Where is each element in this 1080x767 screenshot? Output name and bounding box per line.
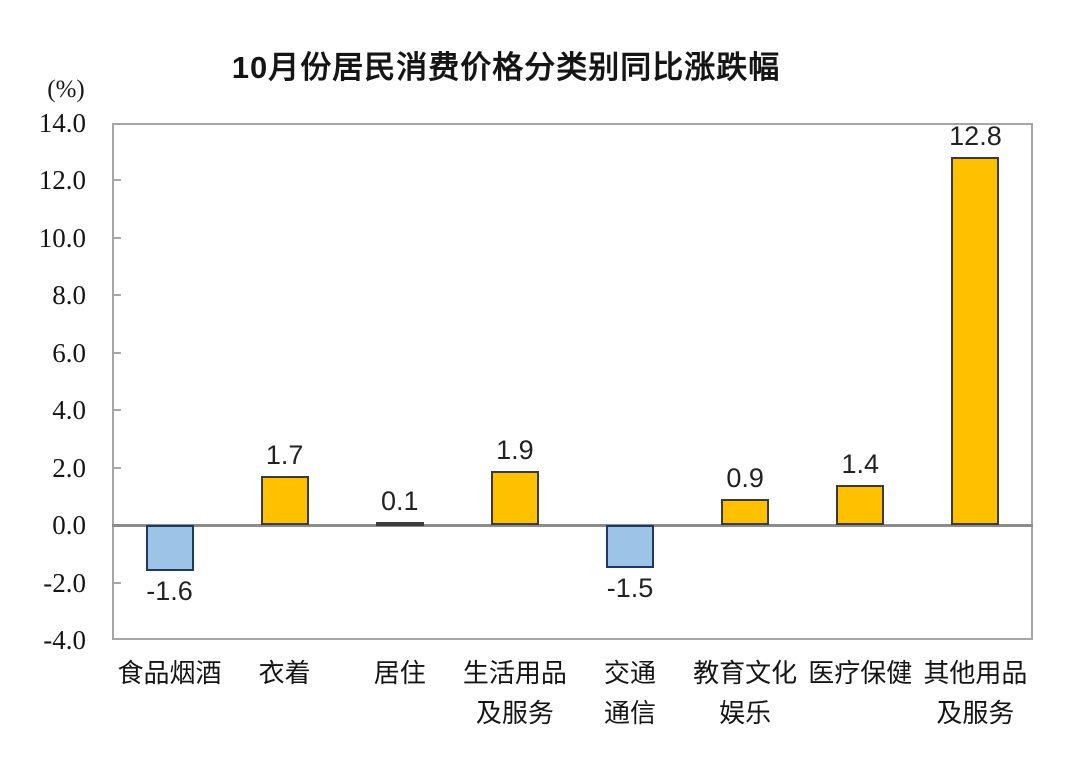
bar-value-label: 1.9 (496, 434, 534, 465)
bar-negative (145, 525, 194, 572)
y-axis-unit-label: (%) (47, 76, 85, 103)
y-axis-tick-label: 14.0 (38, 108, 86, 138)
x-axis-category-label: 食品烟酒 (117, 658, 222, 688)
bar-value-label: 12.8 (949, 121, 1002, 152)
y-axis-tick-mark (112, 581, 121, 584)
x-axis-category-label: 教育文化 娱乐 (693, 658, 798, 728)
x-axis-category-label: 交通 通信 (604, 658, 657, 728)
y-axis-tick-mark (112, 236, 121, 239)
y-axis-tick-label: -4.0 (43, 625, 86, 655)
plot-area (112, 123, 1033, 640)
y-axis-tick-label: 0.0 (52, 510, 86, 541)
x-axis-category-label: 衣着 (258, 658, 311, 688)
y-axis-tick-mark (112, 294, 121, 297)
y-axis-tick-label: 4.0 (52, 395, 86, 426)
y-axis-tick-mark (112, 179, 121, 182)
chart-title: 10月份居民消费价格分类别同比涨跌幅 (231, 50, 781, 85)
y-axis-tick-label: 10.0 (38, 222, 86, 253)
y-axis-tick-mark (112, 409, 121, 412)
bar-positive (260, 476, 309, 526)
y-axis-tick-label: 8.0 (52, 280, 86, 311)
bar-value-label: 1.4 (841, 448, 880, 479)
bar-negative (606, 525, 655, 569)
bar-positive (490, 470, 539, 526)
bar-positive (836, 484, 885, 526)
x-axis-category-label: 医疗保健 (808, 658, 913, 688)
bar-positive (721, 499, 770, 526)
x-axis-category-label: 居住 (373, 658, 426, 688)
y-axis-tick-label: 12.0 (38, 165, 86, 196)
bar-value-label: -1.5 (606, 573, 654, 604)
x-axis-category-label: 生活用品 及服务 (462, 658, 567, 728)
bar-positive (951, 157, 1000, 526)
y-axis-tick-label: -2.0 (43, 567, 86, 598)
bar-value-label: 0.9 (726, 463, 764, 494)
bar-value-label: 1.7 (265, 440, 304, 471)
y-axis-tick-label: 6.0 (52, 337, 86, 368)
y-axis-tick-mark (112, 351, 121, 354)
bar-positive (375, 522, 424, 527)
y-axis-tick-mark (112, 466, 121, 469)
bar-value-label: 0.1 (381, 486, 419, 517)
bar-value-label: -1.6 (146, 576, 193, 607)
y-axis-tick-label: 2.0 (52, 452, 86, 483)
zero-baseline (112, 524, 1033, 528)
x-axis-category-label: 其他用品 及服务 (923, 658, 1028, 728)
